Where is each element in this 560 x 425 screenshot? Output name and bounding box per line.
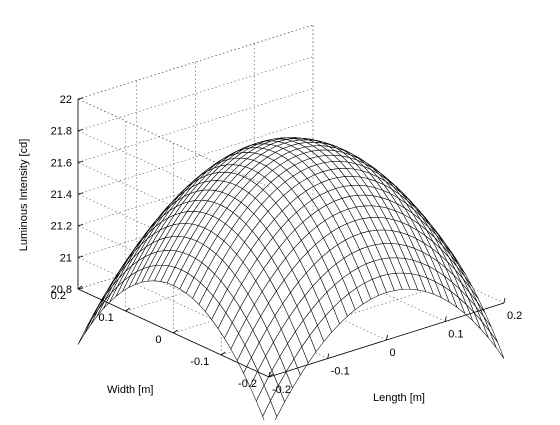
y-tick-label: 0 <box>155 334 161 346</box>
z-tick-mark <box>78 130 83 131</box>
x-tick-label: -0.2 <box>272 384 291 396</box>
x-tick-label: 0.2 <box>507 310 522 322</box>
z-tick-mark <box>78 256 83 257</box>
z-tick-label: 21.2 <box>51 221 72 233</box>
y-axis-label: Width [m] <box>107 384 153 396</box>
x-axis-label: Length [m] <box>373 392 425 404</box>
x-tick-mark <box>504 298 505 303</box>
z-tick-label: 21.4 <box>51 189 72 201</box>
z-axis-label: Luminous Intensity [cd] <box>18 139 30 252</box>
x-tick-mark <box>328 354 329 359</box>
y-tick-label: 0.1 <box>98 312 113 324</box>
z-tick-label: 22 <box>60 94 72 106</box>
surface-mesh <box>78 138 504 420</box>
z-tick-mark <box>78 225 83 226</box>
x-tick-label: 0 <box>390 347 396 359</box>
y-tick-mark <box>221 352 225 355</box>
y-tick-label: 0.2 <box>51 290 66 302</box>
y-tick-label: -0.1 <box>190 356 209 368</box>
x-tick-label: -0.1 <box>331 366 350 378</box>
mesh-cell <box>490 331 504 358</box>
x-tick-mark <box>445 317 446 322</box>
z-tick-mark <box>78 98 83 99</box>
x-tick-label: 0.1 <box>448 329 463 341</box>
y-tick-mark <box>174 330 178 333</box>
z-tick-mark <box>78 161 83 162</box>
y-tick-label: -0.2 <box>238 378 257 390</box>
z-tick-mark <box>78 193 83 194</box>
z-tick-label: 21.6 <box>51 157 72 169</box>
z-tick-label: 21 <box>60 252 72 264</box>
x-tick-mark <box>387 335 388 340</box>
z-tick-label: 21.8 <box>51 126 72 138</box>
y-tick-mark <box>126 308 130 311</box>
